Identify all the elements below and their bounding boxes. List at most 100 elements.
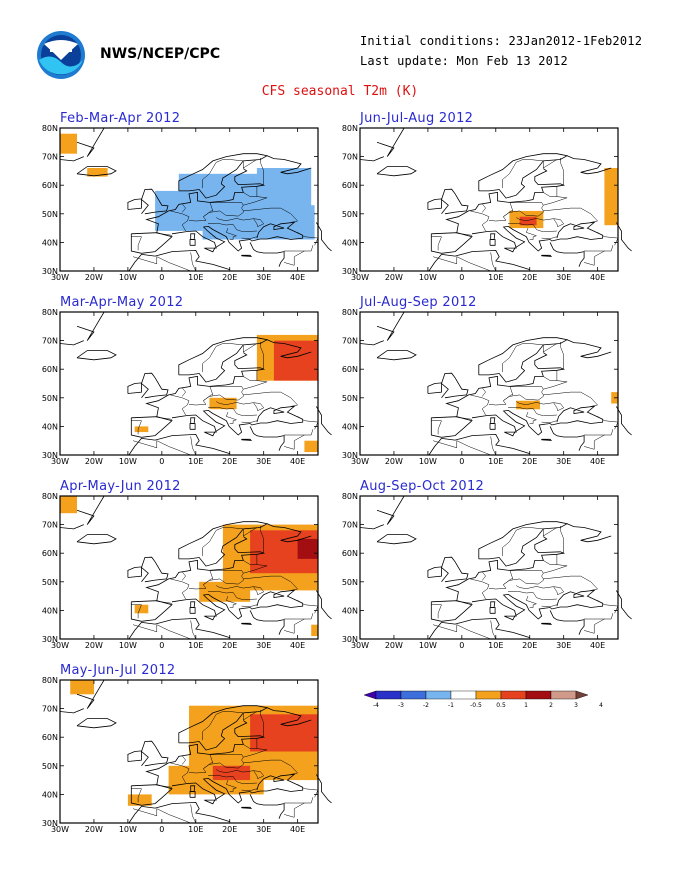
border — [507, 222, 557, 233]
lon-tick-label: 10E — [188, 641, 203, 650]
border — [502, 527, 544, 557]
noaa-logo — [37, 31, 85, 79]
lon-tick-label: 10E — [488, 457, 503, 466]
border — [516, 217, 558, 227]
colorbar-label: -0.5 — [470, 702, 482, 709]
initial-conditions: Initial conditions: 23Jan2012-1Feb2012 — [360, 34, 643, 48]
border — [132, 440, 158, 449]
border — [156, 784, 173, 788]
colorbar-swatch — [450, 690, 477, 700]
lon-tick-label: 10E — [488, 273, 503, 282]
coastline — [315, 222, 332, 252]
lat-tick-label: 80N — [42, 676, 58, 685]
border — [260, 342, 264, 370]
border — [597, 232, 619, 246]
anomaly-cell — [519, 216, 537, 226]
lon-tick-label: 20E — [222, 641, 237, 650]
coastline — [541, 254, 553, 257]
anomaly-cell — [127, 794, 152, 806]
lon-tick-label: 20W — [85, 457, 103, 466]
lon-tick-label: 20E — [222, 273, 237, 282]
coastline — [189, 423, 196, 430]
coastline — [428, 438, 442, 456]
border — [456, 256, 491, 272]
lat-tick-label: 80N — [342, 308, 358, 317]
coastline — [489, 423, 496, 430]
coastline — [376, 495, 405, 525]
lat-tick-label: 80N — [342, 492, 358, 501]
border — [170, 578, 190, 600]
border — [560, 526, 564, 554]
border — [470, 210, 490, 232]
lat-tick-label: 40N — [342, 606, 358, 615]
lat-tick-label: 50N — [42, 394, 58, 403]
lat-tick-label: 80N — [42, 308, 58, 317]
border — [432, 256, 458, 265]
lat-tick-label: 60N — [42, 733, 58, 742]
border — [156, 232, 173, 236]
lon-tick-label: 10W — [419, 273, 437, 282]
colorbar-swatch — [425, 690, 452, 700]
lat-tick-label: 70N — [42, 521, 58, 530]
colorbar-swatch — [400, 690, 427, 700]
border — [253, 402, 265, 411]
anomaly-layer — [70, 680, 318, 806]
lat-tick-label: 80N — [42, 124, 58, 133]
lat-tick-label: 60N — [42, 365, 58, 374]
anomaly-cell — [311, 624, 318, 637]
border — [182, 755, 186, 765]
coastline — [549, 426, 585, 451]
coastline — [441, 556, 469, 583]
border — [260, 158, 264, 186]
border — [597, 416, 619, 430]
border — [456, 600, 473, 604]
border — [431, 604, 442, 619]
border — [131, 788, 142, 803]
colorbar-label: 1 — [524, 702, 528, 709]
border — [584, 434, 605, 450]
colorbar-label: 2 — [549, 702, 553, 709]
border — [482, 571, 486, 581]
anomaly-layer — [60, 133, 315, 240]
border — [216, 401, 258, 411]
coastline — [141, 249, 230, 270]
lon-tick-label: 20W — [85, 641, 103, 650]
border — [243, 159, 258, 169]
lat-tick-label: 70N — [342, 337, 358, 346]
coastline — [315, 774, 332, 804]
lon-tick-label: 20E — [522, 457, 537, 466]
border — [541, 236, 557, 239]
border — [253, 586, 265, 595]
border — [243, 560, 268, 574]
panel-title-aso: Aug-Sep-Oct 2012 — [360, 479, 485, 494]
anomaly-cell — [297, 538, 318, 559]
border — [207, 406, 257, 417]
border — [541, 604, 557, 607]
border — [297, 232, 319, 246]
border — [207, 222, 257, 233]
coastline — [315, 406, 332, 436]
border — [202, 343, 244, 373]
coastline — [566, 339, 612, 359]
coastline — [127, 566, 142, 578]
border — [202, 711, 244, 741]
anomaly-cell — [212, 765, 251, 781]
border — [488, 202, 514, 222]
border — [507, 406, 557, 417]
border — [482, 203, 486, 213]
border — [284, 802, 305, 818]
border — [543, 192, 568, 206]
lat-tick-label: 60N — [342, 549, 358, 558]
lon-tick-label: 30W — [51, 457, 69, 466]
border — [190, 436, 197, 456]
lon-tick-label: 0 — [459, 273, 464, 282]
map-panel-mjj: 80N 70N 60N 50N 40N 30N 30W 20W 10W 0 10E 20E 30E 40E — [42, 676, 332, 834]
border — [431, 420, 442, 435]
border — [502, 343, 544, 373]
border — [202, 159, 244, 189]
colorbar-swatch — [475, 690, 502, 700]
lon-tick-label: 0 — [159, 273, 164, 282]
coastline — [241, 806, 253, 809]
coastline — [315, 590, 332, 620]
coastline — [145, 720, 266, 785]
